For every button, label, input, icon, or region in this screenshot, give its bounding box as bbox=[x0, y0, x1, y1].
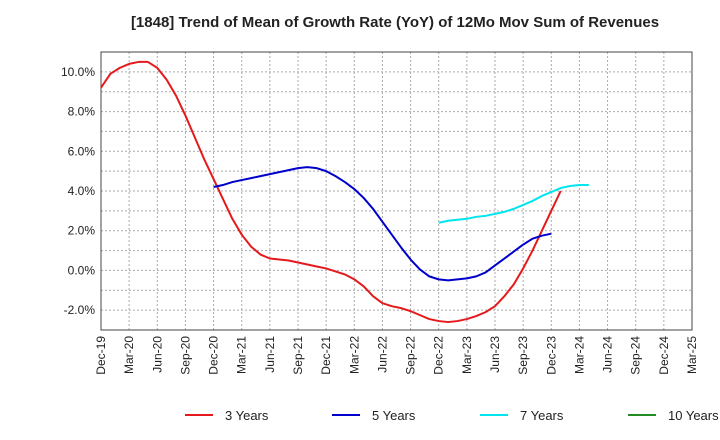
x-tick-label: Jun-20 bbox=[150, 336, 164, 373]
x-tick-label: Mar-24 bbox=[572, 336, 586, 374]
x-tick-label: Mar-25 bbox=[685, 336, 699, 374]
legend-label: 10 Years bbox=[668, 408, 719, 423]
grid-lines bbox=[100, 51, 693, 331]
x-tick-label: Jun-22 bbox=[375, 336, 389, 373]
y-tick-label: 0.0% bbox=[68, 263, 96, 277]
series-line-7-years bbox=[438, 184, 589, 224]
x-tick-label: Mar-22 bbox=[347, 336, 361, 374]
x-tick-label: Sep-21 bbox=[291, 336, 305, 375]
x-tick-label: Jun-23 bbox=[488, 336, 502, 373]
x-tick-label: Dec-24 bbox=[657, 336, 671, 375]
x-tick-label: Dec-23 bbox=[544, 336, 558, 375]
legend-label: 7 Years bbox=[520, 408, 564, 423]
legend: 3 Years 5 Years 7 Years 10 Years bbox=[185, 408, 719, 423]
x-tick-label: Mar-21 bbox=[235, 336, 249, 374]
y-tick-label: 8.0% bbox=[68, 105, 96, 119]
x-tick-label: Dec-21 bbox=[319, 336, 333, 375]
x-tick-label: Dec-19 bbox=[94, 336, 108, 375]
plot-frame bbox=[100, 51, 693, 331]
x-tick-label: Mar-20 bbox=[122, 336, 136, 374]
chart-title: [1848] Trend of Mean of Growth Rate (YoY… bbox=[131, 14, 659, 31]
x-tick-label: Dec-20 bbox=[207, 336, 221, 375]
axes: -2.0% 0.0% 2.0% 4.0% 6.0% 8.0% 10.0% Dec-19 Mar-… bbox=[61, 51, 699, 375]
series-line-3-years bbox=[100, 60, 562, 324]
x-tick-label: Sep-20 bbox=[178, 336, 192, 375]
y-tick-label: 4.0% bbox=[68, 184, 96, 198]
series-line-5-years bbox=[213, 166, 552, 282]
series-lines bbox=[100, 60, 589, 324]
y-tick-label: 10.0% bbox=[61, 65, 95, 79]
y-tick-label: 2.0% bbox=[68, 224, 96, 238]
x-tick-label: Sep-24 bbox=[629, 336, 643, 375]
legend-label: 3 Years bbox=[225, 408, 269, 423]
legend-label: 5 Years bbox=[372, 408, 416, 423]
x-tick-label: Jun-24 bbox=[601, 336, 615, 373]
x-tick-label: Sep-22 bbox=[404, 336, 418, 375]
y-tick-label: -2.0% bbox=[64, 303, 96, 317]
x-tick-label: Sep-23 bbox=[516, 336, 530, 375]
x-tick-label: Dec-22 bbox=[432, 336, 446, 375]
x-tick-label: Mar-23 bbox=[460, 336, 474, 374]
x-tick-label: Jun-21 bbox=[263, 336, 277, 373]
y-tick-label: 6.0% bbox=[68, 144, 96, 158]
